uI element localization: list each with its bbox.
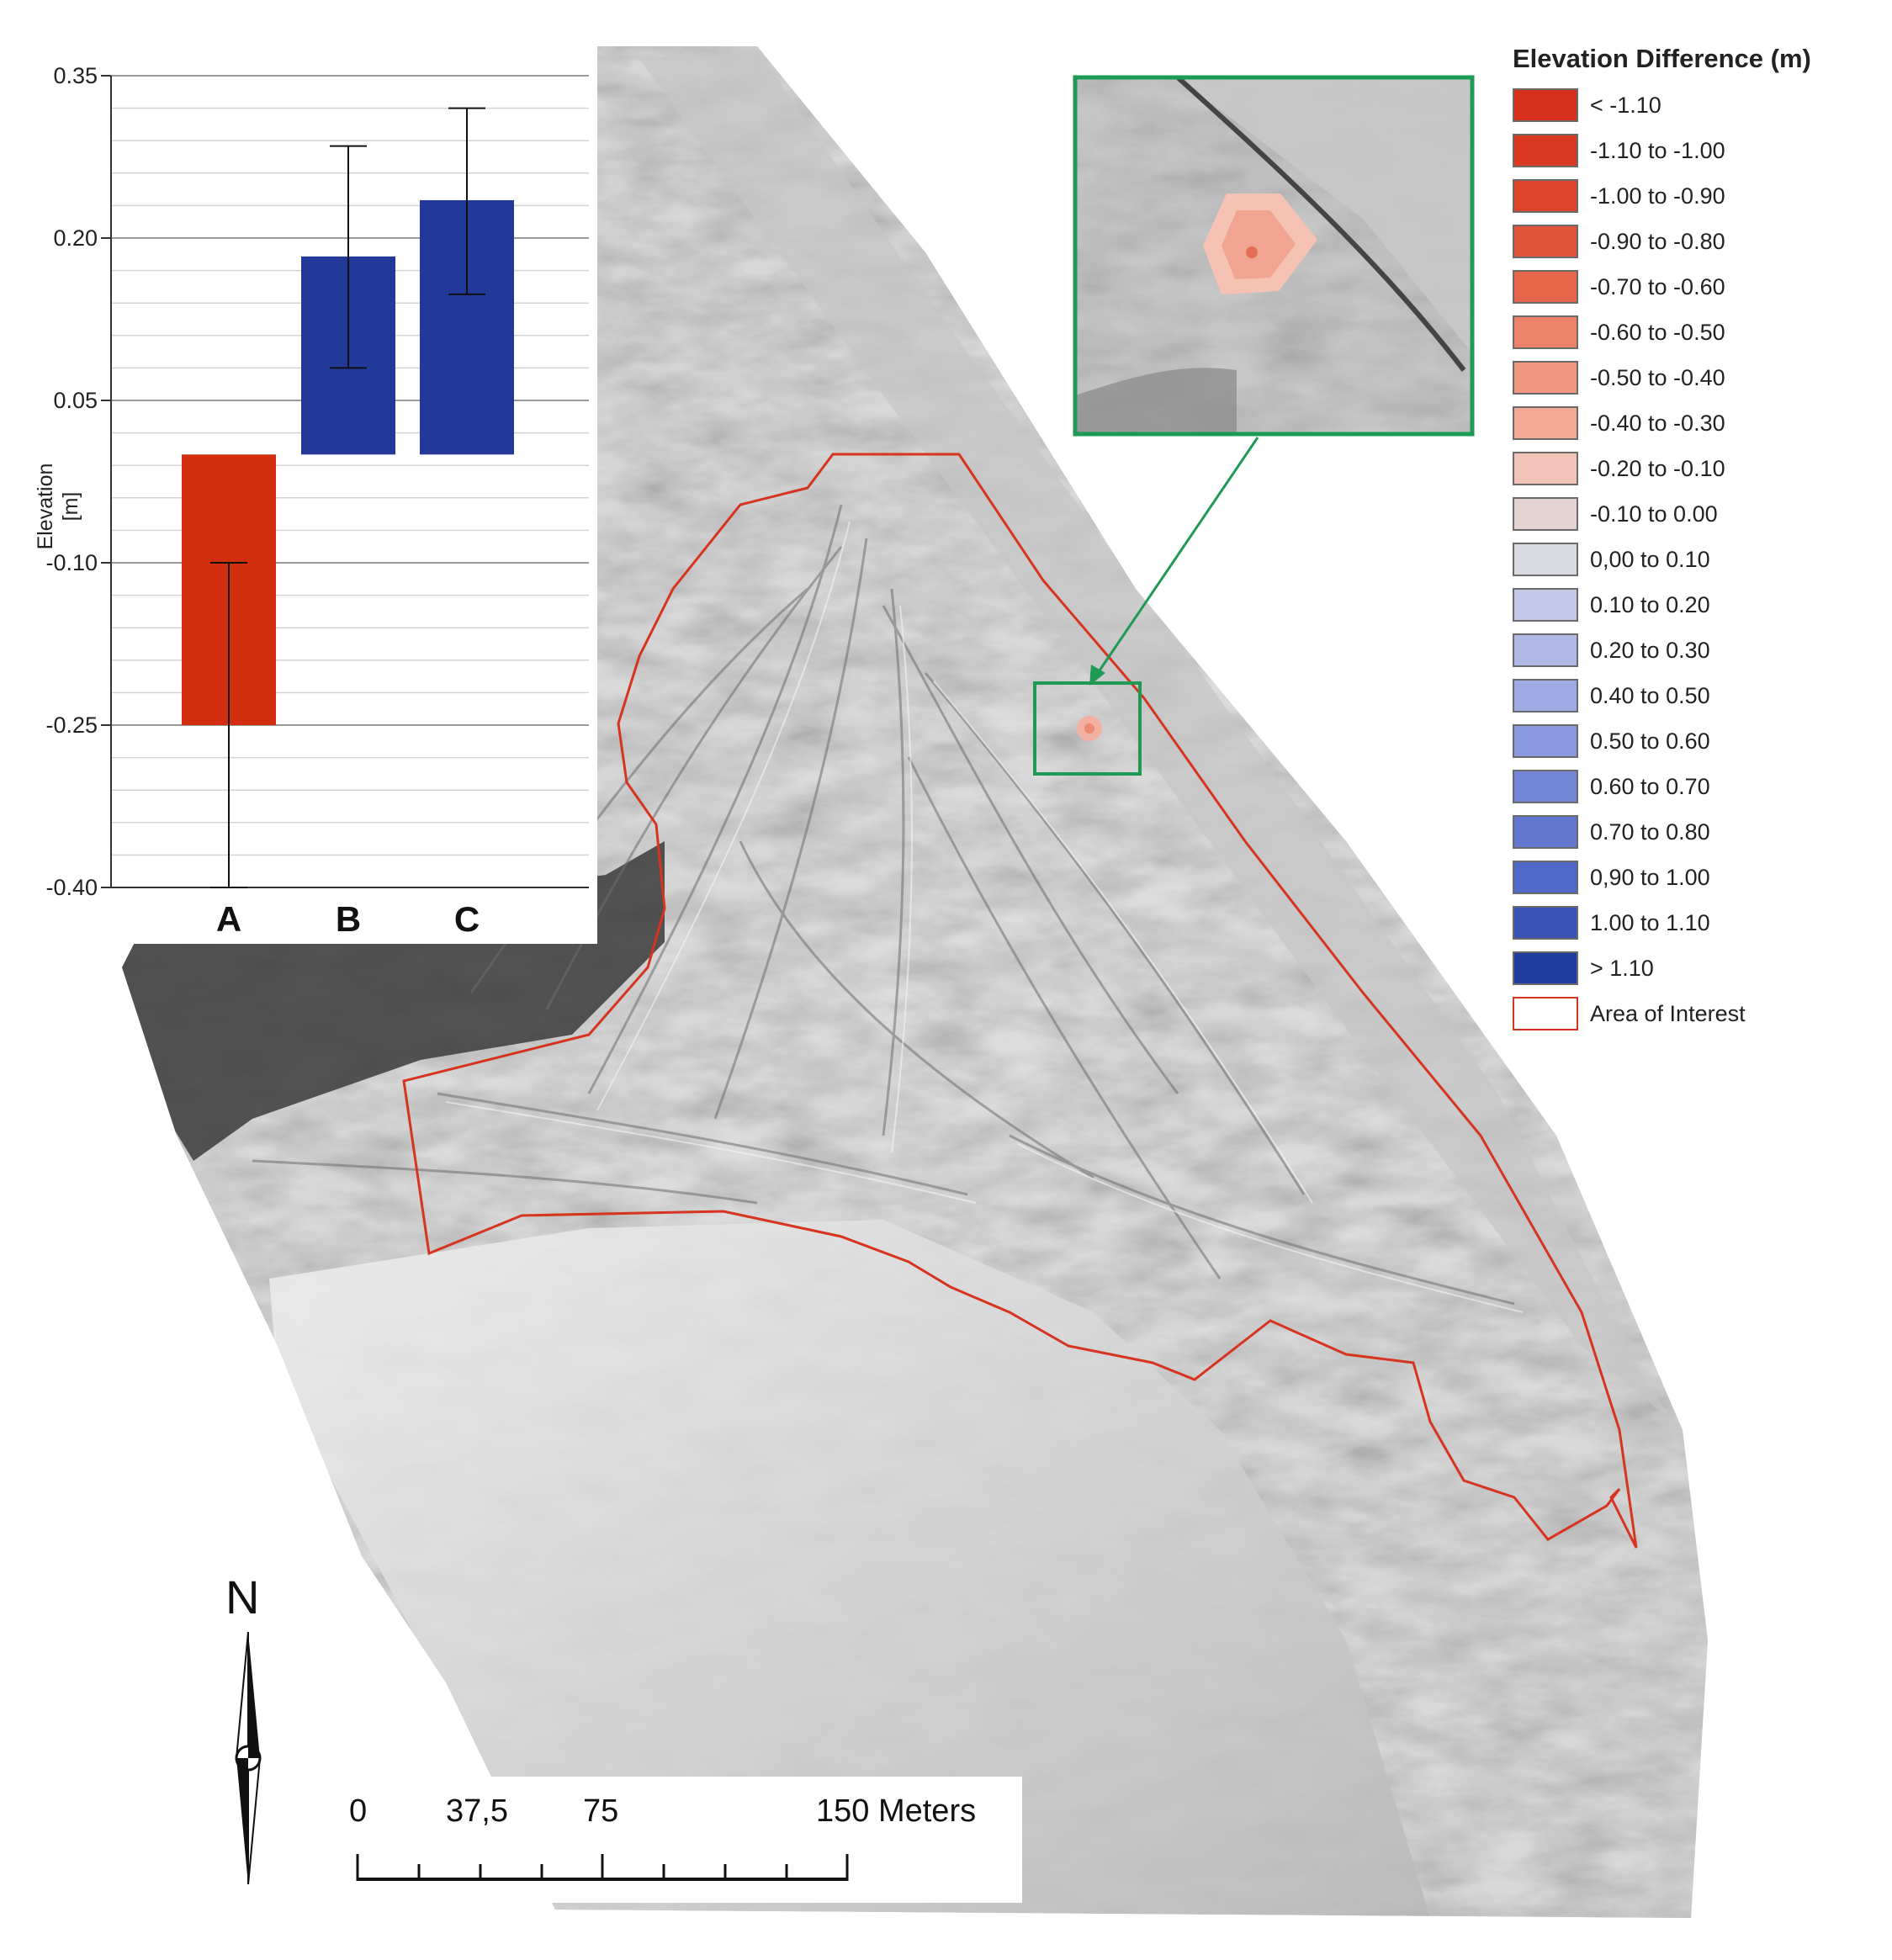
legend-item: 0.50 to 0.60 <box>1513 718 1883 764</box>
y-tick-label: -0.10 <box>45 550 98 575</box>
legend-label: -0.10 to 0.00 <box>1590 501 1718 527</box>
legend-label: -0.20 to -0.10 <box>1590 455 1725 481</box>
legend-swatch <box>1513 861 1578 894</box>
legend-item: -0.60 to -0.50 <box>1513 310 1883 355</box>
legend-swatch <box>1513 179 1578 213</box>
legend-item: -0.10 to 0.00 <box>1513 491 1883 537</box>
inset-arrow <box>1089 437 1259 686</box>
scale-label-150: 150 Meters <box>816 1793 977 1829</box>
y-axis-label: [m] <box>59 492 82 522</box>
legend-swatch <box>1513 770 1578 803</box>
chart-canvas: 0.35 0.20 0.05 -0.10 -0.25 -0.40 Elevation [m] A… <box>34 63 589 939</box>
y-tick-label: 0.20 <box>53 225 98 251</box>
legend-label: 0.40 to 0.50 <box>1590 682 1710 708</box>
legend-item: 0.20 to 0.30 <box>1513 628 1883 673</box>
legend-items: < -1.10 -1.10 to -1.00 -1.00 to -0.90 -0.90… <box>1513 82 1883 1036</box>
legend-item: 0.70 to 0.80 <box>1513 809 1883 855</box>
south-slope <box>269 1220 1430 1918</box>
legend-swatch <box>1513 633 1578 667</box>
legend-item: > 1.10 <box>1513 946 1883 991</box>
legend-swatch <box>1513 588 1578 622</box>
legend-swatch <box>1513 724 1578 758</box>
legend-label: 0,90 to 1.00 <box>1590 864 1710 890</box>
legend-label: 0.50 to 0.60 <box>1590 728 1710 754</box>
legend-label: 0.70 to 0.80 <box>1590 818 1710 845</box>
legend-swatch <box>1513 225 1578 258</box>
scale-bar: 0 37,5 75 150 Meters <box>332 1777 1022 1903</box>
x-tick-label: C <box>454 899 480 939</box>
legend-label: 0,00 to 0.10 <box>1590 546 1710 572</box>
legend-swatch <box>1513 134 1578 167</box>
legend-item: 0,90 to 1.00 <box>1513 855 1883 900</box>
legend-swatch <box>1513 452 1578 485</box>
legend-item: 0.60 to 0.70 <box>1513 764 1883 809</box>
legend-swatch <box>1513 497 1578 531</box>
x-tick-label: B <box>336 899 361 939</box>
legend-swatch <box>1513 951 1578 985</box>
legend-label: -1.10 to -1.00 <box>1590 137 1725 163</box>
north-label: N <box>225 1571 260 1624</box>
legend-label: -0.90 to -0.80 <box>1590 228 1725 254</box>
north-arrow-icon <box>235 1632 262 1884</box>
legend-label: -1.00 to -0.90 <box>1590 183 1725 209</box>
y-tick-label: -0.40 <box>45 875 98 900</box>
change-patch-marker <box>1033 681 1142 776</box>
legend-item: 1.00 to 1.10 <box>1513 900 1883 946</box>
legend-label: < -1.10 <box>1590 92 1661 118</box>
legend-swatch <box>1513 906 1578 940</box>
scale-ruler <box>356 1854 849 1881</box>
legend-item: < -1.10 <box>1513 82 1883 128</box>
legend-item: 0.10 to 0.20 <box>1513 582 1883 628</box>
legend-label: -0.40 to -0.30 <box>1590 410 1725 436</box>
legend-label: -0.70 to -0.60 <box>1590 273 1725 299</box>
x-tick-label: A <box>216 899 241 939</box>
legend-label: -0.50 to -0.40 <box>1590 364 1725 390</box>
legend-item: -0.70 to -0.60 <box>1513 264 1883 310</box>
scale-label-0: 0 <box>349 1793 368 1829</box>
y-axis-label: Elevation <box>34 464 57 550</box>
legend-swatch <box>1513 315 1578 349</box>
legend-item: 0,00 to 0.10 <box>1513 537 1883 582</box>
legend-swatch <box>1513 997 1578 1030</box>
legend-swatch <box>1513 679 1578 712</box>
legend-swatch <box>1513 815 1578 849</box>
legend-title: Elevation Difference (m) <box>1513 44 1811 73</box>
legend-label: > 1.10 <box>1590 955 1654 981</box>
legend-item: Area of Interest <box>1513 991 1883 1036</box>
scale-label-75: 75 <box>583 1793 619 1829</box>
legend-item: -0.20 to -0.10 <box>1513 446 1883 491</box>
legend-item: -0.90 to -0.80 <box>1513 219 1883 264</box>
legend-swatch <box>1513 88 1578 122</box>
legend-swatch <box>1513 361 1578 395</box>
legend-item: -1.00 to -0.90 <box>1513 173 1883 219</box>
legend-item: -0.40 to -0.30 <box>1513 400 1883 446</box>
legend-item: 0.40 to 0.50 <box>1513 673 1883 718</box>
legend-item: -0.50 to -0.40 <box>1513 355 1883 400</box>
legend-label: 0.60 to 0.70 <box>1590 773 1710 799</box>
inset-zoom-panel <box>1073 75 1475 437</box>
legend-item: -1.10 to -1.00 <box>1513 128 1883 173</box>
map-legend: Elevation Difference (m) < -1.10 -1.10 to… <box>1513 44 1883 1036</box>
legend-label: Area of Interest <box>1590 1000 1746 1026</box>
legend-swatch <box>1513 543 1578 576</box>
river-bank-ridge <box>639 50 1683 1430</box>
y-tick-label: 0.05 <box>53 388 98 413</box>
legend-label: -0.60 to -0.50 <box>1590 319 1725 345</box>
legend-label: 0.10 to 0.20 <box>1590 591 1710 617</box>
area-of-interest-outline <box>402 453 1638 1549</box>
legend-swatch <box>1513 406 1578 440</box>
y-tick-label: 0.35 <box>53 63 98 88</box>
legend-swatch <box>1513 270 1578 304</box>
scale-label-37-5: 37,5 <box>446 1793 508 1829</box>
y-tick-label: -0.25 <box>45 712 98 738</box>
legend-label: 0.20 to 0.30 <box>1590 637 1710 663</box>
elevation-bar-chart: 0.35 0.20 0.05 -0.10 -0.25 -0.40 Elevation [m] A… <box>0 44 597 944</box>
legend-label: 1.00 to 1.10 <box>1590 909 1710 935</box>
